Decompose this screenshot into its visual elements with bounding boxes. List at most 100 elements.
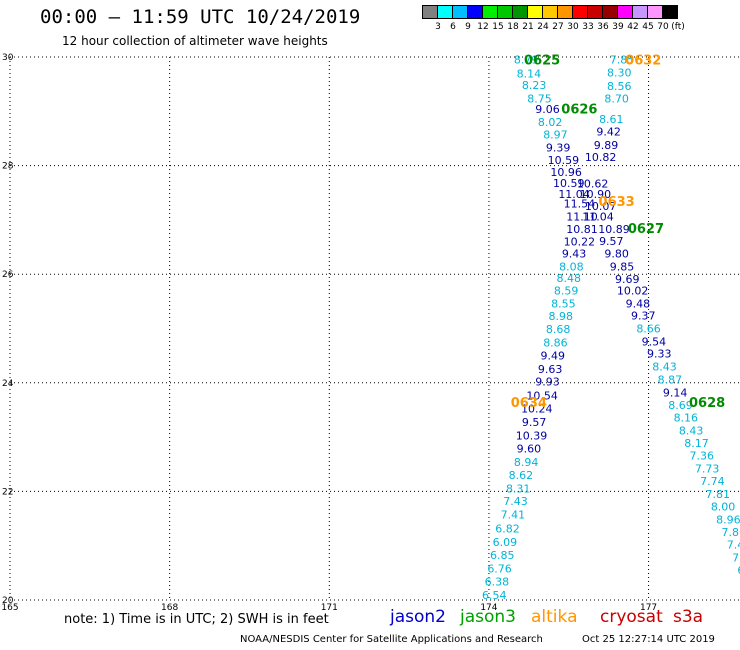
y-tick-label: 20 — [2, 596, 14, 606]
swh-data-point: 7.06 — [732, 552, 740, 565]
swh-data-point: 8.55 — [551, 298, 576, 311]
pass-number-label: 0627 — [628, 222, 664, 237]
swh-data-point: 6.54 — [482, 589, 507, 602]
pass-number-label: 0626 — [561, 103, 597, 118]
y-tick-label: 22 — [2, 487, 13, 497]
swh-data-point: 8.56 — [607, 80, 632, 93]
swh-data-point: 11.04 — [582, 211, 614, 224]
swh-data-point: 7.43 — [503, 495, 528, 508]
satellite-altika: altika — [531, 607, 578, 627]
legend-swatch — [647, 5, 663, 19]
legend-label: 12 — [477, 22, 489, 32]
legend-label: 6 — [450, 22, 456, 32]
swh-data-point: 8.61 — [599, 113, 624, 126]
pass-number-label: 0633 — [599, 195, 635, 210]
x-tick-label: 177 — [640, 603, 657, 613]
footer-note: note: 1) Time is in UTC; 2) SWH is in fe… — [64, 612, 329, 627]
swh-data-point: 11.10 — [566, 211, 598, 224]
legend-swatch — [542, 5, 558, 19]
x-tick-label: 165 — [1, 603, 18, 613]
swh-data-point: 7.73 — [695, 463, 720, 476]
legend-label: 42 — [627, 22, 639, 32]
swh-data-point: 8.02 — [538, 116, 563, 129]
swh-data-point: 8.08 — [559, 261, 584, 274]
swh-data-point: 7.81 — [706, 488, 731, 501]
swh-data-point: 8.70 — [604, 92, 629, 105]
swh-data-point: 9.60 — [517, 443, 542, 456]
swh-data-point: 9.89 — [594, 139, 619, 152]
swh-data-point: 9.49 — [541, 350, 566, 363]
swh-data-point: 10.24 — [521, 402, 553, 415]
x-tick-label: 174 — [480, 603, 497, 613]
swh-data-point: 8.69 — [668, 399, 693, 412]
swh-data-point: 6.09 — [493, 536, 518, 549]
swh-data-point: 8.17 — [684, 437, 709, 450]
legend-label: 3 — [435, 22, 441, 32]
swh-data-point: 8.86 — [543, 337, 568, 350]
swh-data-point: 11.54 — [564, 198, 596, 211]
swh-data-point: 10.07 — [585, 200, 617, 213]
swh-data-point: 6.38 — [485, 576, 510, 589]
swh-data-point: 9.69 — [615, 273, 640, 286]
chart-subtitle: 12 hour collection of altimeter wave hei… — [62, 34, 328, 48]
x-tick-label: 171 — [321, 603, 338, 613]
pass-number-label: 0634 — [511, 396, 547, 411]
legend-swatch — [572, 5, 588, 19]
legend-label: 33 — [582, 22, 594, 32]
satellite-jason3: jason3 — [460, 607, 516, 627]
satellite-s3a: s3a — [673, 607, 704, 627]
swh-data-point: 6.59 — [737, 564, 740, 577]
legend-label: 21 — [522, 22, 534, 32]
swh-data-point: 10.54 — [526, 389, 558, 402]
generation-timestamp: Oct 25 12:27:14 UTC 2019 — [582, 634, 715, 645]
swh-data-point: 9.42 — [596, 125, 621, 138]
swh-data-point: 9.93 — [535, 376, 560, 389]
swh-data-point: 8.23 — [522, 79, 547, 92]
swh-data-point: 8.66 — [636, 323, 661, 336]
swh-data-point: 8.14 — [517, 67, 542, 80]
legend-swatch — [452, 5, 468, 19]
swh-data-point: 11.04 — [558, 188, 590, 201]
swh-data-point: 9.06 — [535, 103, 560, 116]
x-tick-label: 168 — [161, 603, 178, 613]
swh-data-point: 10.89 — [598, 223, 630, 236]
swh-data-point: 7.47 — [727, 539, 740, 552]
swh-data-point: 8.48 — [557, 272, 582, 285]
legend-swatch — [617, 5, 633, 19]
swh-data-point: 8.94 — [514, 456, 539, 469]
swh-data-point: 8.62 — [509, 469, 534, 482]
swh-data-point: 10.22 — [564, 236, 596, 249]
satellite-cryosat: cryosat — [600, 607, 663, 627]
swh-data-point: 9.80 — [604, 248, 629, 261]
swh-data-point: 8.98 — [549, 310, 574, 323]
swh-data-point: 10.02 — [617, 284, 649, 297]
swh-data-point: 9.57 — [599, 235, 624, 248]
swh-data-point: 8.96 — [716, 514, 740, 527]
legend-label: 70 — [657, 22, 669, 32]
swh-data-point: 9.14 — [663, 387, 688, 400]
y-tick-label: 28 — [2, 162, 14, 172]
swh-data-point: 10.90 — [580, 188, 612, 201]
swh-data-point: 8.30 — [607, 67, 632, 80]
swh-data-point: 10.39 — [516, 429, 548, 442]
swh-data-point: 9.48 — [626, 298, 651, 311]
legend-swatch — [587, 5, 603, 19]
swh-data-point: 9.63 — [538, 363, 563, 376]
swh-data-point: 8.16 — [674, 412, 699, 425]
swh-data-point: 9.57 — [522, 416, 547, 429]
swh-data-point: 8.43 — [679, 425, 704, 438]
legend-label: (ft) — [671, 22, 685, 32]
swh-data-point: 8.59 — [554, 284, 579, 297]
legend-label: 9 — [465, 22, 471, 32]
swh-data-point: 9.33 — [647, 347, 672, 360]
legend-swatch — [662, 5, 678, 19]
swh-data-point: 8.75 — [527, 92, 552, 105]
legend-swatch — [602, 5, 618, 19]
legend-label: 18 — [507, 22, 519, 32]
legend-label: 30 — [567, 22, 579, 32]
legend-swatch — [467, 5, 483, 19]
color-scale-legend — [422, 5, 678, 19]
pass-number-label: 0632 — [625, 54, 661, 69]
swh-data-point: 10.59 — [548, 154, 580, 167]
